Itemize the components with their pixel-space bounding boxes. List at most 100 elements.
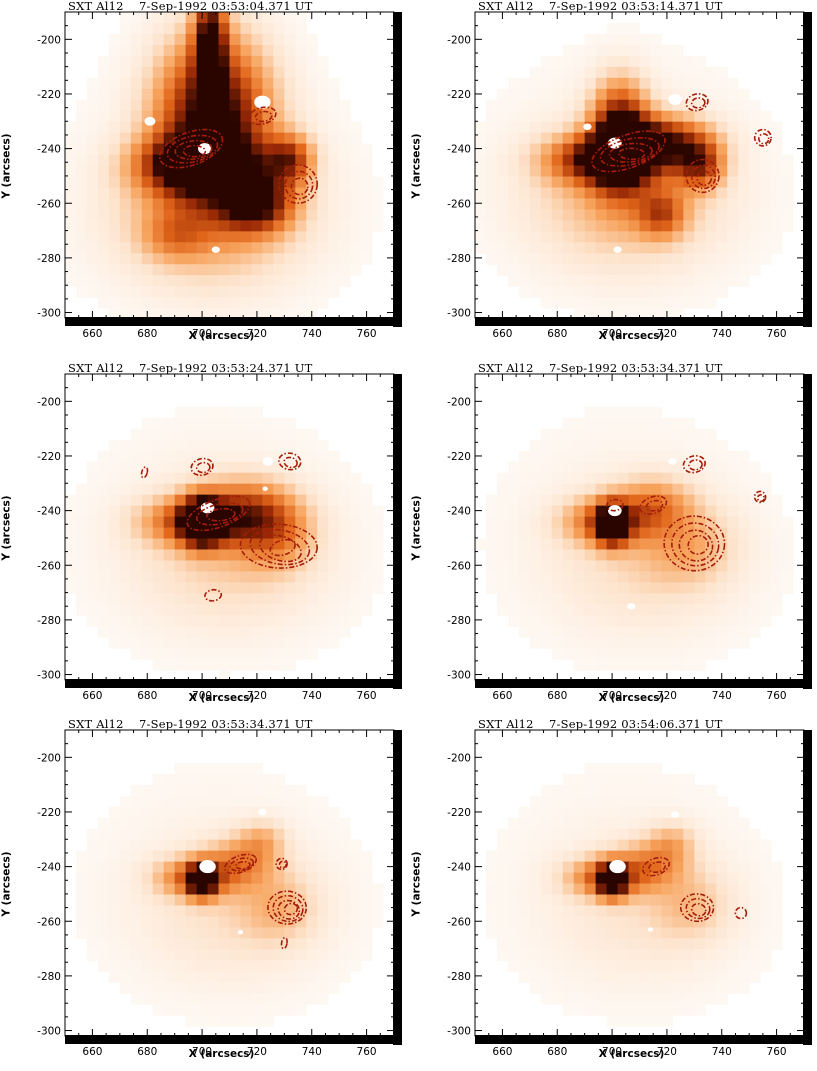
intensity-pixel (141, 66, 154, 79)
intensity-pixel (251, 1015, 263, 1027)
intensity-pixel (485, 132, 498, 145)
intensity-pixel (163, 110, 176, 123)
intensity-pixel (229, 817, 242, 830)
intensity-pixel (562, 527, 575, 540)
intensity-pixel (705, 494, 717, 507)
intensity-pixel (218, 33, 231, 46)
intensity-pixel (617, 637, 630, 649)
saturated-spot (668, 93, 682, 105)
intensity-pixel (628, 637, 641, 649)
intensity-pixel (496, 593, 509, 605)
intensity-pixel (163, 472, 176, 485)
intensity-pixel (529, 905, 542, 918)
intensity-pixel (683, 938, 695, 950)
intensity-pixel (606, 938, 619, 950)
intensity-pixel (606, 626, 619, 638)
intensity-pixel (229, 560, 242, 572)
intensity-pixel (152, 264, 165, 276)
intensity-pixel (573, 143, 586, 156)
intensity-pixel (86, 209, 99, 221)
intensity-pixel (86, 198, 99, 210)
intensity-pixel (251, 773, 263, 786)
intensity-pixel (284, 949, 296, 961)
intensity-pixel (328, 242, 340, 254)
intensity-pixel (251, 220, 263, 232)
saturated-spot (647, 927, 654, 932)
intensity-pixel (141, 850, 154, 863)
intensity-pixel (584, 626, 597, 638)
intensity-pixel (240, 949, 253, 961)
intensity-pixel (716, 253, 728, 265)
intensity-pixel (562, 582, 575, 594)
intensity-pixel (350, 154, 362, 167)
intensity-pixel (551, 428, 564, 441)
intensity-pixel (163, 417, 176, 430)
intensity-pixel (207, 209, 220, 221)
intensity-pixel (251, 938, 263, 950)
intensity-pixel (628, 982, 641, 994)
intensity-pixel (262, 66, 274, 79)
intensity-pixel (218, 450, 231, 463)
intensity-pixel (562, 99, 575, 112)
intensity-pixel (273, 428, 285, 441)
intensity-pixel (141, 22, 154, 35)
intensity-pixel (529, 949, 542, 961)
intensity-pixel (163, 297, 176, 309)
intensity-pixel (119, 439, 132, 452)
intensity-pixel (562, 773, 575, 786)
intensity-pixel (218, 538, 231, 551)
intensity-pixel (518, 593, 531, 605)
intensity-pixel (771, 132, 783, 145)
intensity-pixel (273, 121, 285, 134)
intensity-pixel (185, 993, 198, 1005)
intensity-pixel (317, 253, 329, 265)
intensity-pixel (749, 264, 761, 276)
intensity-pixel (218, 439, 231, 452)
intensity-pixel (672, 850, 684, 863)
intensity-pixel (540, 483, 553, 496)
intensity-pixel (339, 560, 351, 572)
intensity-pixel (262, 659, 274, 671)
intensity-pixel (573, 839, 586, 852)
intensity-pixel (661, 516, 673, 529)
intensity-pixel (595, 883, 608, 896)
intensity-pixel (251, 55, 263, 68)
intensity-pixel (207, 99, 220, 112)
intensity-pixel (639, 582, 652, 594)
intensity-pixel (207, 165, 220, 178)
intensity-pixel (628, 905, 641, 918)
intensity-pixel (529, 286, 542, 298)
intensity-pixel (705, 450, 717, 463)
intensity-pixel (650, 483, 663, 496)
intensity-pixel (141, 571, 154, 583)
intensity-pixel (284, 132, 296, 145)
intensity-pixel (152, 472, 165, 485)
intensity-pixel (240, 187, 253, 200)
intensity-pixel (518, 461, 531, 474)
intensity-pixel (650, 648, 663, 660)
intensity-pixel (584, 99, 597, 112)
intensity-pixel (595, 88, 608, 101)
intensity-pixel (475, 187, 487, 200)
intensity-pixel (705, 927, 717, 939)
intensity-pixel (595, 949, 608, 961)
intensity-pixel (317, 77, 329, 90)
intensity-pixel (65, 209, 77, 221)
intensity-pixel (573, 286, 586, 298)
intensity-pixel (262, 297, 274, 309)
intensity-pixel (639, 143, 652, 156)
intensity-pixel (562, 538, 575, 551)
intensity-pixel (251, 538, 263, 551)
intensity-pixel (207, 77, 220, 90)
intensity-pixel (130, 916, 143, 928)
intensity-pixel (562, 560, 575, 572)
intensity-pixel (97, 187, 110, 200)
intensity-pixel (672, 231, 684, 243)
intensity-pixel (628, 494, 641, 507)
intensity-pixel (207, 286, 220, 298)
intensity-pixel (207, 828, 220, 841)
intensity-pixel (361, 209, 373, 221)
intensity-pixel (273, 637, 285, 649)
intensity-pixel (65, 143, 77, 156)
intensity-pixel (240, 916, 253, 928)
